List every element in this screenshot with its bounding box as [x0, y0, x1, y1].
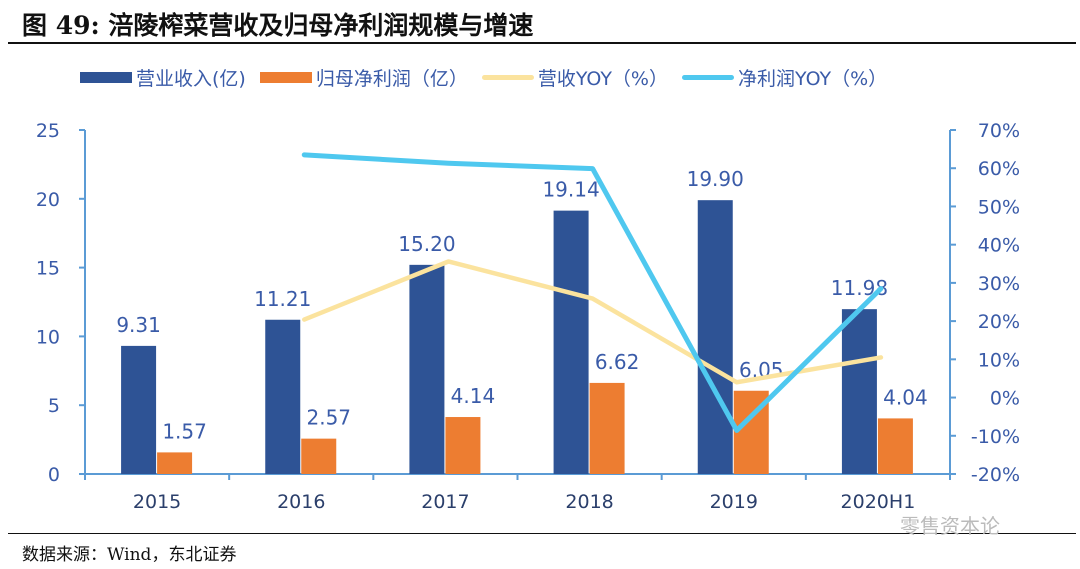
revenue-bar [697, 200, 733, 474]
title-rule [8, 42, 1076, 44]
net-profit-data-label: 4.04 [883, 385, 928, 409]
x-tick-label: 2016 [277, 491, 325, 513]
legend-swatch [682, 75, 734, 80]
right-tick-label: 30% [978, 273, 1020, 295]
revenue-data-label: 19.14 [542, 178, 599, 202]
net-profit-data-label: 2.57 [306, 406, 351, 430]
net-profit-bar [589, 382, 625, 474]
legend-item-revenue: 营业收入(亿) [80, 64, 246, 91]
watermark: 零售资本论 [900, 514, 1000, 538]
right-tick-label: 0% [990, 388, 1020, 410]
left-tick-label: 5 [48, 395, 60, 417]
legend-label: 净利润YOY（%） [738, 68, 888, 90]
revenue-yoy-line [302, 259, 884, 385]
revenue-bar [409, 264, 445, 474]
legend-item-revenue-yoy: 营收YOY（%） [481, 64, 668, 91]
net-profit-data-label: 6.62 [595, 350, 640, 374]
source-note: 数据来源：Wind，东北证券 [22, 545, 237, 565]
revenue-bar [553, 210, 589, 474]
x-tick-label: 2018 [565, 491, 613, 513]
left-tick-label: 0 [48, 464, 60, 486]
x-tick-label: 2020H1 [841, 491, 916, 513]
right-tick-label: -20% [971, 464, 1020, 486]
legend-swatch [80, 72, 132, 83]
legend: 营业收入(亿) 归母净利润（亿） 营收YOY（%） 净利润YOY（%） [80, 64, 887, 91]
left-tick-label: 20 [36, 189, 60, 211]
left-tick-label: 15 [36, 258, 60, 280]
revenue-data-label: 11.21 [254, 287, 311, 311]
right-tick-label: 70% [978, 120, 1020, 142]
net-profit-bar [877, 418, 913, 474]
right-tick-label: 60% [978, 158, 1020, 180]
legend-label: 营收YOY（%） [537, 68, 668, 90]
revenue-data-label: 19.90 [687, 167, 744, 191]
x-tick-label: 2017 [421, 491, 469, 513]
left-tick-label: 25 [36, 120, 60, 142]
right-tick-label: 40% [978, 235, 1020, 257]
legend-item-profit-yoy: 净利润YOY（%） [682, 64, 887, 91]
right-tick-label: -10% [971, 426, 1020, 448]
left-tick-label: 10 [36, 326, 60, 348]
net-profit-bar [157, 452, 193, 474]
profit-yoy-line [301, 152, 884, 433]
revenue-bar [841, 309, 877, 474]
right-tick-label: 50% [978, 196, 1020, 218]
footer-rule [8, 533, 1076, 534]
legend-swatch [259, 72, 312, 83]
net-profit-data-label: 1.57 [162, 419, 207, 443]
legend-label: 营业收入(亿) [136, 68, 246, 90]
x-tick-label: 2019 [710, 491, 758, 513]
revenue-bar [121, 345, 157, 474]
right-tick-label: 20% [978, 311, 1020, 333]
chart-title: 图 49: 涪陵榨菜营收及归母净利润规模与增速 [22, 11, 534, 40]
net-profit-data-label: 4.14 [451, 384, 496, 408]
legend-label: 归母净利润（亿） [315, 68, 468, 90]
net-profit-bar [445, 417, 481, 474]
net-profit-bar [301, 438, 337, 474]
revenue-data-label: 15.20 [398, 232, 455, 256]
revenue-bar [265, 319, 301, 474]
revenue-data-label: 9.31 [116, 313, 161, 337]
right-tick-label: 10% [978, 349, 1020, 371]
x-tick-label: 2015 [133, 491, 181, 513]
legend-swatch [481, 75, 534, 80]
legend-item-net-profit: 归母净利润（亿） [259, 64, 468, 91]
